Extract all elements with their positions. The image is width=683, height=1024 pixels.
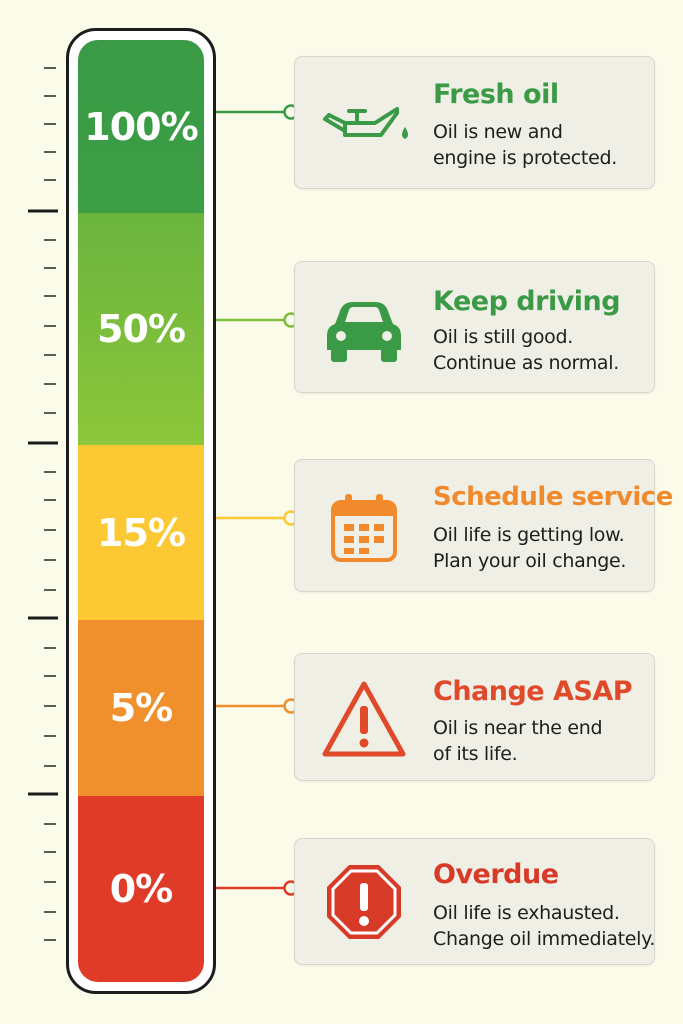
oil-life-gauge: 100% 50% 15% 5% 0% [66, 28, 216, 994]
gauge-segment-5: 5% [78, 620, 204, 796]
gauge-segment-15: 15% [78, 445, 204, 620]
gauge-label-5: 5% [109, 686, 174, 730]
level-description: Oil is near the end of its life. [433, 715, 603, 767]
level-description-line: of its life. [433, 743, 518, 765]
warning-triangle-icon [322, 681, 406, 757]
gauge-label-0: 0% [109, 867, 174, 911]
level-card-change-asap: Change ASAP Oil is near the end of its l… [294, 653, 655, 781]
gauge-segment-50: 50% [78, 213, 204, 445]
gauge-segment-100: 100% [78, 40, 204, 213]
level-description-line: Oil is still good. [433, 326, 574, 348]
level-title: Keep driving [433, 286, 621, 317]
level-description: Oil is still good. Continue as normal. [433, 324, 619, 376]
gauge-fill: 100% 50% 15% 5% 0% [78, 40, 204, 982]
level-card-schedule-service: Schedule service Oil life is getting low… [294, 459, 673, 592]
level-description: Oil is new and engine is protected. [433, 119, 617, 171]
level-description-line: Oil is near the end [433, 717, 603, 739]
level-card-keep-driving: Keep driving Oil is still good. Continue… [294, 261, 655, 393]
level-title: Overdue [433, 859, 559, 890]
calendar-icon [331, 494, 397, 562]
level-card-overdue: Overdue Oil life is exhausted. Change oi… [294, 838, 655, 965]
level-description-line: Change oil immediately. [433, 928, 656, 950]
level-description-line: Oil is new and [433, 121, 563, 143]
level-title: Change ASAP [433, 676, 633, 707]
level-title: Schedule service [433, 482, 673, 512]
level-description-line: Oil life is getting low. [433, 524, 625, 546]
level-title: Fresh oil [433, 79, 559, 110]
gauge-label-50: 50% [97, 307, 186, 351]
level-description: Oil life is getting low. Plan your oil c… [433, 522, 626, 574]
gauge-segment-0: 0% [78, 796, 204, 982]
gauge-label-100: 100% [84, 104, 198, 149]
gauge-tick-scale [28, 67, 58, 941]
car-icon [327, 302, 401, 362]
level-description-line: engine is protected. [433, 147, 617, 169]
level-card-fresh-oil: Fresh oil Oil is new and engine is prote… [294, 56, 655, 189]
level-description-line: Oil life is exhausted. [433, 902, 620, 924]
oil-can-icon [323, 107, 408, 139]
level-description: Oil life is exhausted. Change oil immedi… [433, 900, 655, 952]
stop-octagon-icon [327, 865, 401, 939]
gauge-label-15: 15% [97, 510, 186, 555]
level-description-line: Plan your oil change. [433, 550, 627, 572]
level-description-line: Continue as normal. [433, 352, 619, 374]
